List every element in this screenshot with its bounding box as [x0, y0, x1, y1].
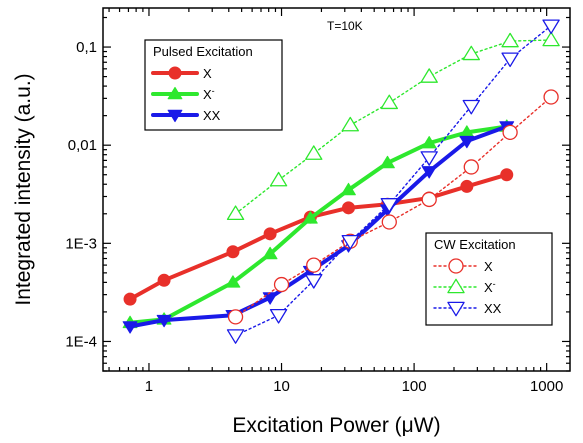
data-point [501, 52, 519, 68]
legend-marker [167, 86, 183, 100]
data-point [226, 205, 245, 221]
data-point [462, 45, 480, 61]
data-point [420, 151, 438, 166]
data-point [463, 159, 479, 175]
data-point [462, 99, 480, 115]
data-point [341, 116, 359, 132]
legend-label: XX [484, 301, 502, 316]
legend-label: X [203, 66, 212, 81]
legend-marker [447, 301, 465, 317]
data-point [380, 155, 395, 169]
legend-title: CW Excitation [434, 237, 516, 252]
data-point [542, 19, 560, 35]
y-tick-label: 1E-3 [65, 235, 97, 252]
legend-title: Pulsed Excitation [153, 44, 253, 59]
data-point [421, 191, 437, 208]
data-point [341, 201, 355, 215]
data-point [157, 273, 171, 287]
x-tick-label: 1000 [530, 378, 563, 395]
data-point [380, 198, 398, 213]
x-tick-label: 10 [273, 378, 290, 395]
y-axis-title: Integrated intensity (a.u.) [12, 73, 35, 305]
legend-marker [167, 109, 183, 123]
series-line [128, 124, 509, 325]
data-point [273, 276, 290, 293]
data-point [380, 94, 398, 110]
data-point [123, 292, 137, 306]
data-point [263, 227, 277, 241]
x-axis-title: Excitation Power (μW) [232, 414, 440, 437]
legend-label-superscript: - [493, 279, 496, 289]
data-point [381, 214, 397, 230]
data-point [305, 145, 323, 160]
series-cw-triangle-down [226, 19, 560, 344]
x-tick-label: 1 [145, 378, 153, 395]
data-point [306, 257, 322, 273]
series-cw-triangle-up [226, 31, 560, 221]
data-point [500, 168, 514, 182]
data-point [227, 309, 244, 325]
y-tick-label: 0,01 [68, 137, 97, 154]
legend-label: X- [484, 279, 496, 295]
data-point [262, 246, 278, 260]
data-point [460, 179, 474, 193]
data-point [420, 68, 438, 83]
data-point [269, 308, 288, 324]
plot-frame-group [102, 7, 571, 372]
y-tick-label: 0,1 [76, 39, 97, 56]
labels-group: 1 10 100 1000 1E-4 1E-3 0,01 0,1 Excitation Powe… [12, 19, 563, 437]
data-point [122, 321, 138, 334]
series-group [122, 19, 560, 344]
legend-label: X [484, 259, 493, 274]
data-point [421, 136, 437, 149]
data-point [341, 182, 356, 196]
series-line [128, 124, 509, 329]
y-tick-label: 1E-4 [65, 333, 97, 350]
legend-marker [447, 278, 465, 294]
plot-frame [102, 7, 571, 372]
data-point [543, 89, 559, 105]
data-point [502, 124, 518, 141]
data-point [269, 171, 288, 187]
series-line [128, 172, 509, 302]
axes-group [103, 8, 570, 372]
x-tick-label: 100 [402, 378, 427, 395]
legend-marker [168, 66, 182, 80]
data-point [302, 211, 318, 224]
data-point [225, 275, 241, 288]
data-point [156, 314, 172, 328]
legend-pulsed: Pulsed Excitation X X- XX [144, 39, 283, 131]
data-point [226, 329, 245, 344]
data-point [459, 135, 475, 149]
data-point [305, 274, 323, 289]
data-point [226, 245, 240, 259]
legend-cw: CW Excitation X X- XX [425, 232, 553, 326]
legend-group: Pulsed Excitation X X- XX CW Excitation X X- XX [144, 39, 553, 326]
legend-marker [448, 258, 464, 274]
legend-label-superscript: - [212, 86, 215, 96]
data-point [341, 234, 359, 250]
legend-label: XX [203, 108, 221, 123]
temperature-annotation: T=10K [327, 19, 363, 33]
data-point [421, 166, 437, 179]
legend-label: X- [203, 86, 215, 102]
data-point [542, 31, 560, 47]
data-point [501, 32, 519, 48]
legend-box [425, 232, 553, 326]
